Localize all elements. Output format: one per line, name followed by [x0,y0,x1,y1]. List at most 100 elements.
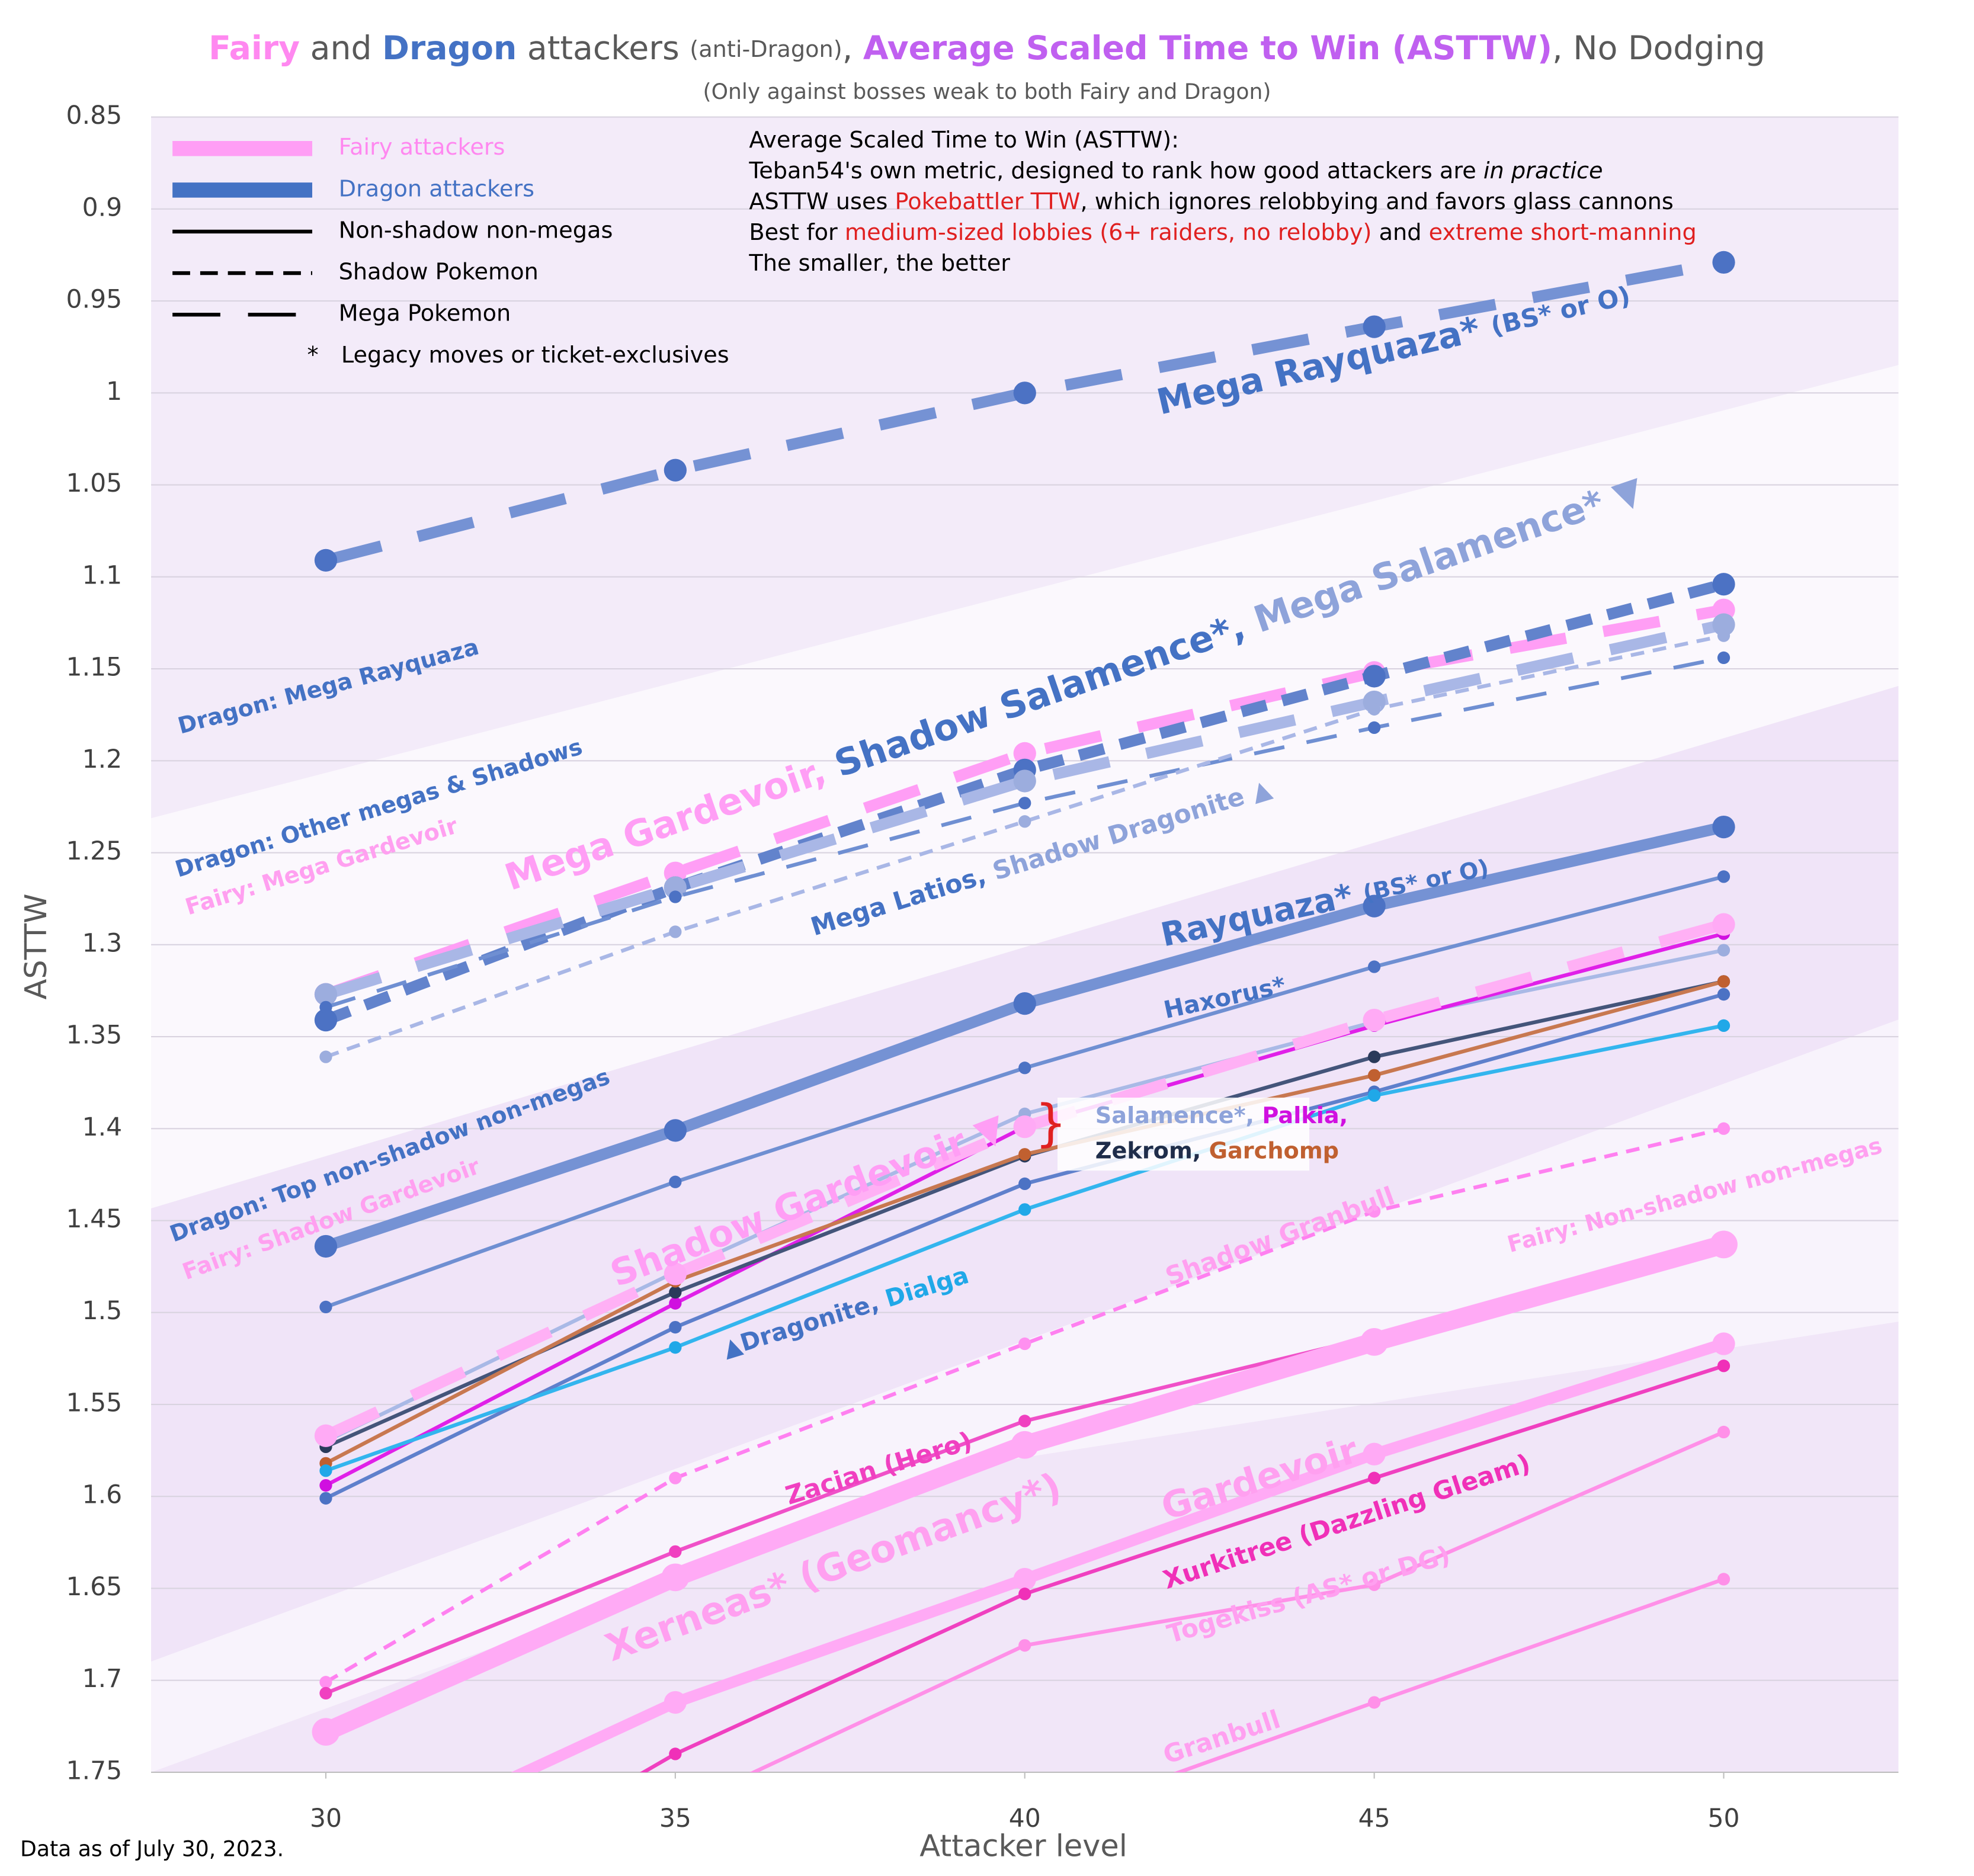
data-point [669,1341,682,1354]
x-tick-label: 45 [1358,1804,1390,1833]
data-point [1717,987,1731,1001]
chart-title-part: Fairy [209,30,300,68]
chart-title-part: , [842,30,863,68]
data-point [1368,703,1381,716]
chart-title: Fairy and Dragon attackers (anti-Dragon)… [209,30,1765,68]
series-line [323,604,1725,1000]
y-tick-label: 1.15 [66,653,123,682]
data-point [1013,381,1036,405]
note-line-part: Teban54's own metric, designed to rank h… [748,158,1483,184]
x-tick-label: 35 [659,1804,691,1833]
x-axis-title: Attacker level [919,1829,1127,1864]
data-point [664,1691,687,1714]
note-line-part: The smaller, the better [748,251,1010,277]
data-point [1360,1328,1389,1356]
data-point [664,458,687,482]
note-line-part: ASTTW uses [749,189,895,215]
data-point [1018,1588,1031,1601]
data-point [1717,1019,1731,1032]
data-point [319,1676,332,1689]
note-line-part: Best for [749,220,845,246]
annotation: } [1035,1094,1067,1153]
data-point [1712,1332,1735,1355]
data-point [314,1234,338,1258]
data-point [1363,894,1386,918]
data-point [1712,613,1735,636]
note-line: Best for medium-sized lobbies (6+ raider… [749,220,1696,246]
data-point [1018,1203,1031,1216]
data-point [669,925,682,938]
data-point [1368,1205,1381,1218]
data-point [669,1285,682,1299]
band [151,686,1899,1662]
data-point [314,1424,338,1447]
data-point [319,1479,332,1492]
x-tick-label: 50 [1707,1804,1739,1833]
note-line: Teban54's own metric, designed to rank h… [748,158,1603,184]
chart-title-part: (anti-Dragon) [690,36,842,62]
data-point [664,1119,687,1142]
data-point [669,1471,682,1484]
data-point [669,1545,682,1558]
label-box [1057,1097,1309,1171]
note-line-part: medium-sized lobbies (6+ raiders, no rel… [845,220,1372,246]
data-point [1018,1337,1031,1351]
data-point [1013,1567,1036,1591]
y-tick-label: 1.7 [82,1665,123,1694]
grid [151,116,1899,1779]
data-point [1712,913,1735,936]
series-line [1173,1577,1726,1772]
series-line [324,619,1725,1000]
data-point [1018,797,1031,810]
chart-title-part: Dragon [382,30,517,68]
data-point [1712,251,1735,274]
data-point [319,1492,332,1505]
chart-title-part: , No Dodging [1552,30,1765,68]
footer: Data as of July 30, 2023. [20,1836,284,1862]
data-point [1363,1008,1386,1032]
data-point [312,1718,340,1746]
y-tick-label: 0.9 [82,193,123,222]
legend-label: Fairy attackers [339,134,505,161]
data-point [1717,975,1731,988]
data-point [1717,1425,1731,1439]
data-point [1363,1442,1386,1465]
data-point [1717,651,1731,665]
data-point [1712,573,1735,596]
chart-title-part: and [300,30,382,68]
note-line: The smaller, the better [748,251,1010,277]
data-point [669,1297,682,1310]
data-point [1368,1050,1381,1063]
data-point [1710,1230,1738,1259]
annotation-part: Garchomp [1209,1138,1339,1164]
y-tick-label: 1.5 [82,1297,123,1326]
data-point [314,983,338,1006]
note-line-part: in practice [1483,158,1603,184]
y-tick-label: 0.95 [66,286,123,315]
data-point [1018,1177,1031,1191]
data-point [314,1008,338,1032]
data-point [1368,1578,1381,1591]
y-tick-label: 1.45 [66,1205,123,1234]
series-line [325,656,1725,1009]
x-tick-label: 30 [310,1804,342,1833]
data-point [1011,1431,1039,1459]
legend-label: Non-shadow non-megas [339,217,613,243]
data-point [669,890,682,903]
data-point [1013,1115,1036,1139]
data-point [1368,1696,1381,1709]
chart-subtitle: (Only against bosses weak to both Fairy … [703,79,1271,104]
data-point [661,1563,690,1592]
data-point [1018,1148,1031,1161]
note-line: ASTTW uses Pokebattler TTW, which ignore… [749,189,1673,215]
y-tick-label: 1.2 [82,745,123,774]
annotation-part: Zekrom, [1095,1138,1209,1164]
data-point [1717,870,1731,883]
data-point [1717,1122,1731,1135]
annotation: Zekrom, Garchomp [1095,1138,1339,1164]
data-point [319,1686,332,1700]
data-point [1013,742,1036,765]
data-point [1368,1471,1381,1484]
